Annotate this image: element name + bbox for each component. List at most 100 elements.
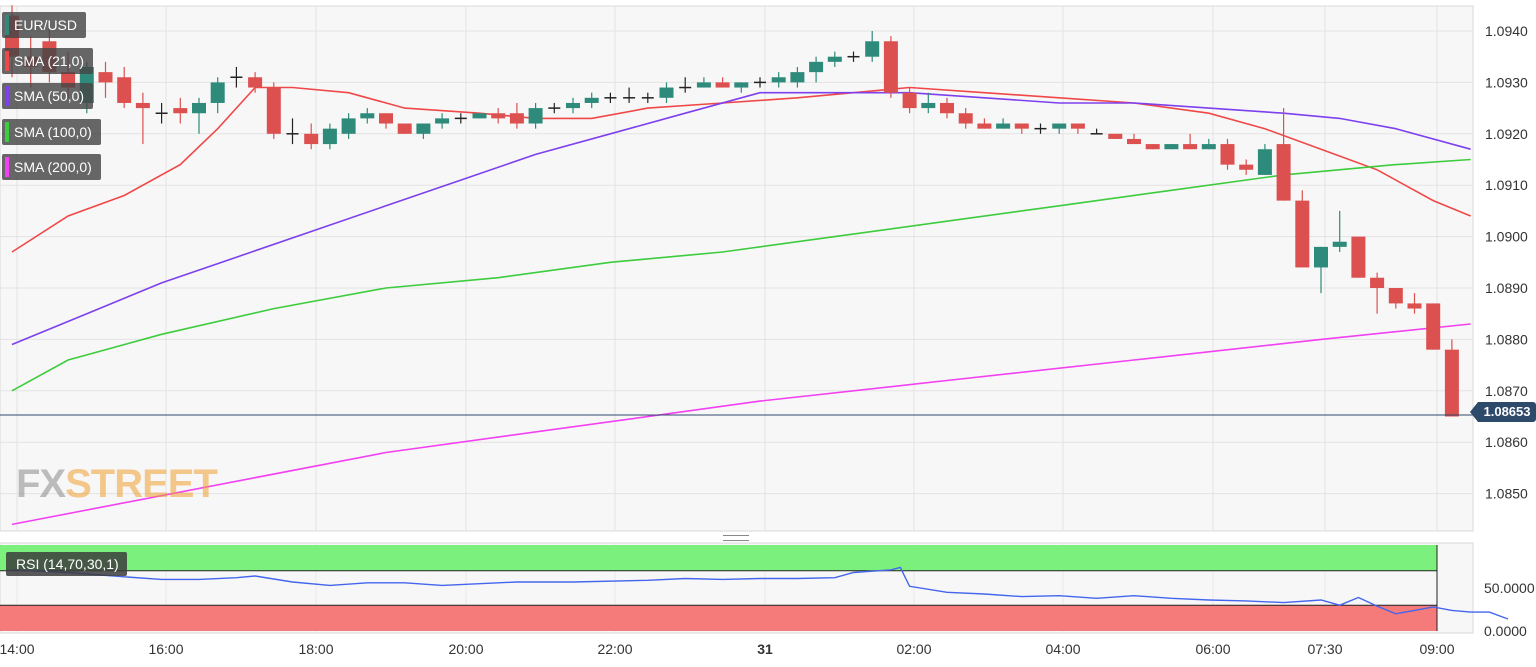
candle-body [1332,241,1347,247]
candle [566,97,580,114]
rsi-oversold-zone [0,605,1437,631]
candle-body [865,41,880,57]
candle [1145,144,1160,150]
legend-sma-200[interactable]: SMA (200,0) [2,154,101,180]
candle [1388,288,1403,309]
candle [416,123,431,139]
candle-body [1108,133,1123,139]
candle-body [173,108,188,114]
candle-body [1426,303,1441,350]
sma-line-4 [11,323,1471,526]
legend-symbol-label: EUR/USD [14,17,78,33]
legend-symbol[interactable]: EUR/USD [2,12,87,38]
current-price-tag: 1.08653 [1470,402,1536,422]
candle-body [117,77,132,103]
candle-body [1220,144,1235,165]
candle [958,108,973,129]
candle [734,82,749,93]
candle-body [977,123,992,129]
candle [790,66,805,88]
rsi-tick-label: 0.0000 [1484,623,1527,639]
candle-body [1052,123,1067,129]
price-tick-label: 1.0930 [1485,74,1528,90]
candle-body [958,113,973,124]
candle [902,87,917,114]
legend-sma-50[interactable]: SMA (50,0) [2,83,94,109]
candle-body [1276,144,1291,201]
candle-body [509,113,524,124]
candle [1034,123,1047,134]
candle [1090,128,1103,135]
time-tick-label: 16:00 [148,641,183,657]
candle-body [397,123,412,134]
time-tick-label: 22:00 [597,641,632,657]
candle [641,92,654,103]
candle-body [827,56,842,62]
candle [847,51,860,62]
pane-resize-handle[interactable] [723,535,749,541]
candle [397,123,412,134]
candle-body [659,87,674,98]
candle-body [135,102,150,109]
candle [454,113,467,124]
candle-body [566,102,580,109]
candle-body [1014,123,1029,129]
candle [266,82,281,139]
candle [1239,159,1254,175]
candle [1014,123,1029,134]
candle-body [360,113,375,119]
candle [1183,133,1198,150]
candle [754,77,766,88]
candle [135,92,150,145]
candle-body [1314,246,1328,268]
candle [1314,246,1328,294]
candle [173,97,188,124]
candle [604,92,617,103]
price-tick-label: 1.0870 [1485,383,1528,399]
candle-body [1388,288,1403,304]
candle [192,97,206,134]
rsi-overbought-zone [0,545,1437,571]
candle [623,87,636,103]
candle [548,102,561,114]
price-tick-label: 1.0850 [1485,486,1528,502]
candle [98,61,113,98]
candle [1070,123,1085,134]
candle [286,118,299,145]
time-tick-label: 07:30 [1307,641,1342,657]
candle-body [1295,200,1310,268]
time-tick-label: 18:00 [298,641,333,657]
price-tick-label: 1.0940 [1485,23,1528,39]
price-tick-label: 1.0890 [1485,280,1528,296]
candle-body [210,82,225,103]
candle [491,108,506,124]
candle-body [1351,236,1366,278]
candle [304,123,319,150]
candle [509,102,524,129]
candle [210,77,225,114]
candle-body [940,102,954,114]
candle-body [883,41,898,93]
legend-sma-21[interactable]: SMA (21,0) [2,48,94,74]
legend-swatch-icon [5,15,9,35]
legend-sma-100[interactable]: SMA (100,0) [2,119,101,145]
candle-body [304,133,319,145]
candle [435,113,450,129]
candle-body [528,108,543,124]
candle-body [491,113,506,119]
candle-body [1370,277,1385,288]
candle [865,31,880,62]
time-tick-label: 20:00 [448,641,483,657]
candle-body [790,72,805,83]
candle-body [379,113,393,124]
time-tick-label: 14:00 [0,641,35,657]
candle [584,92,599,109]
rsi-legend[interactable]: RSI (14,70,30,1) [6,552,127,576]
candle-body [1239,164,1254,170]
candle [528,102,543,129]
candle-body [1127,138,1141,145]
candle [155,102,168,124]
candle [1220,138,1235,170]
candle [379,113,393,129]
legend-sma-200-label: SMA (200,0) [14,159,92,175]
